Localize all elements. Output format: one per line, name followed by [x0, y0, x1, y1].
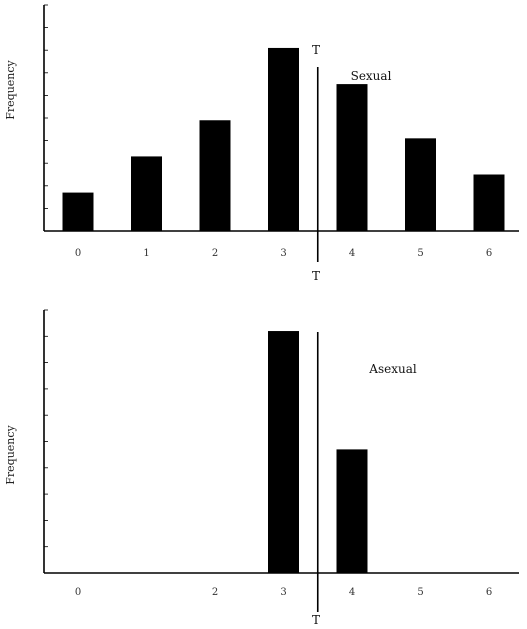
- asexual-x-tick-label: 2: [212, 587, 218, 598]
- sexual-threshold-label-bottom: T: [312, 269, 320, 283]
- sexual-bar-2: [199, 120, 231, 231]
- sexual-x-tick-label: 3: [280, 248, 286, 259]
- asexual-x-tick-label: 3: [280, 587, 286, 598]
- sexual-x-tick-label: 1: [143, 248, 149, 259]
- asexual-panel-label: Asexual: [368, 362, 417, 376]
- sexual-bar-0: [62, 192, 94, 231]
- asexual-panel: Frequency Asexual T 0 2 3 4 5 6: [4, 309, 519, 627]
- sexual-x-tick-label: 4: [349, 248, 355, 259]
- asexual-x-tick-label: 6: [486, 587, 492, 598]
- sexual-x-tick-label: 0: [75, 248, 81, 259]
- sexual-bar-5: [405, 138, 436, 231]
- sexual-x-tick-label: 5: [417, 248, 423, 259]
- asexual-bar-4: [336, 449, 368, 573]
- asexual-x-tick-label: 4: [349, 587, 355, 598]
- sexual-bar-1: [131, 156, 162, 231]
- sexual-threshold-label-top: T: [312, 43, 320, 57]
- sexual-panel-label: Sexual: [351, 69, 392, 83]
- asexual-y-label: Frequency: [4, 424, 17, 484]
- sexual-bar-3: [268, 47, 299, 231]
- sexual-panel: Frequency Sexual T T 0 1 2 3 4 5 6: [4, 4, 519, 283]
- asexual-threshold-label-bottom: T: [312, 613, 320, 627]
- asexual-x-tick-label: 0: [75, 587, 81, 598]
- sexual-y-label: Frequency: [4, 59, 17, 119]
- sexual-bar-6: [473, 174, 505, 231]
- sexual-bar-4: [336, 84, 368, 231]
- sexual-x-tick-label: 6: [486, 248, 492, 259]
- asexual-x-tick-label: 5: [417, 587, 423, 598]
- asexual-bar-3: [268, 331, 299, 573]
- sexual-x-tick-label: 2: [212, 248, 218, 259]
